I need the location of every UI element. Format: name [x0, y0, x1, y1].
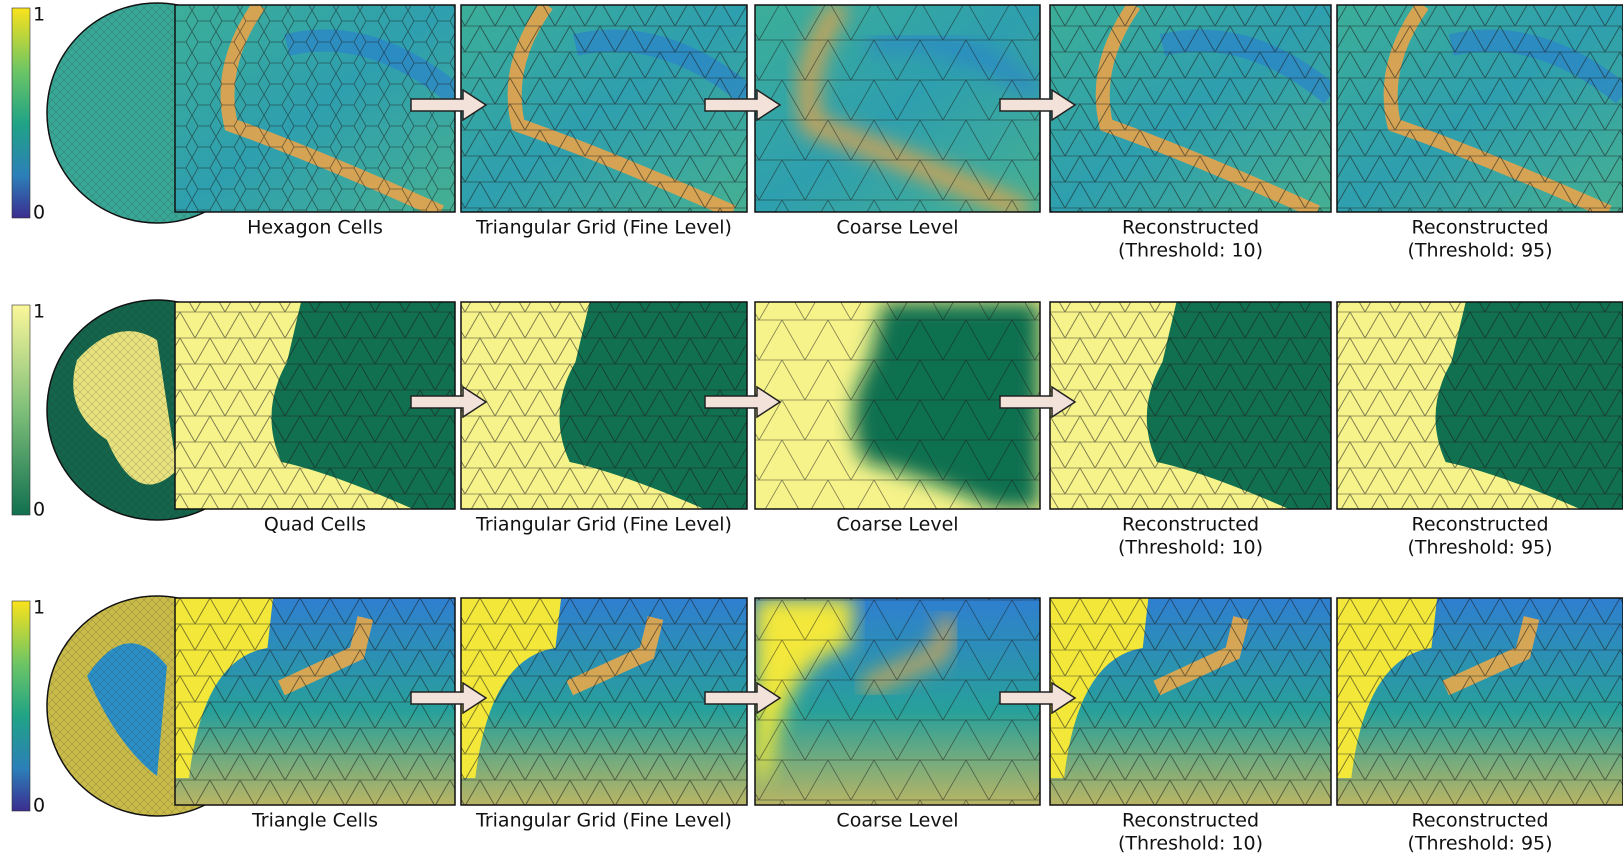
figure-row: 1 0 Triangle Cells Triangular Grid (Fine Le…	[12, 596, 1623, 855]
panel: Quad Cells	[175, 302, 455, 536]
panel-mesh	[755, 5, 1040, 212]
panel-image	[1050, 5, 1331, 212]
panel-image	[1050, 302, 1331, 509]
panel-caption: Reconstructed	[1122, 217, 1259, 239]
panel-caption: Triangular Grid (Fine Level)	[475, 810, 732, 832]
panel: Triangular Grid (Fine Level)	[461, 598, 747, 832]
colorbar-max-label: 1	[33, 301, 45, 323]
figure: 1 0 Hexagon Cells Triangular Grid (Fine Lev…	[0, 0, 1623, 866]
colorbar	[12, 305, 30, 515]
panel-mesh	[1050, 302, 1331, 509]
page: 1 0 Hexagon Cells Triangular Grid (Fine Lev…	[0, 0, 1623, 866]
panel-mesh	[1337, 302, 1623, 509]
panel-image	[1337, 598, 1623, 805]
panel-caption: Coarse Level	[836, 810, 958, 832]
panel-caption: Triangular Grid (Fine Level)	[475, 217, 732, 239]
panel-image	[461, 302, 747, 509]
panel-image	[755, 5, 1040, 212]
panel: Triangular Grid (Fine Level)	[461, 5, 747, 239]
figure-row: 1 0 Quad Cells Triangular Grid (Fine Level)…	[12, 300, 1623, 559]
panel-caption: (Threshold: 10)	[1118, 240, 1263, 262]
panel: Hexagon Cells	[175, 5, 455, 239]
panel: Triangle Cells	[175, 598, 455, 832]
panel-caption: (Threshold: 95)	[1407, 833, 1552, 855]
panel: Reconstructed(Threshold: 95)	[1337, 302, 1623, 559]
panel-image	[461, 598, 747, 805]
panel: Triangular Grid (Fine Level)	[461, 302, 747, 536]
colorbar-max-label: 1	[33, 597, 45, 619]
panel-caption: Reconstructed	[1412, 217, 1549, 239]
panel-mesh	[1337, 5, 1623, 212]
colorbar-min-label: 0	[33, 202, 45, 224]
panel-image	[1337, 302, 1623, 509]
panel-mesh	[461, 302, 747, 509]
panel: Reconstructed(Threshold: 10)	[1050, 598, 1331, 855]
panel: Coarse Level	[755, 598, 1040, 832]
colorbar-max-label: 1	[33, 4, 45, 26]
panel-caption: Coarse Level	[836, 514, 958, 536]
panel-caption: Triangle Cells	[251, 810, 378, 832]
panel-image	[461, 5, 747, 212]
panel-caption: (Threshold: 95)	[1407, 537, 1552, 559]
panel: Coarse Level	[755, 302, 1040, 536]
panel: Reconstructed(Threshold: 95)	[1337, 5, 1623, 262]
panel-caption: (Threshold: 10)	[1118, 833, 1263, 855]
figure-row: 1 0 Hexagon Cells Triangular Grid (Fine Lev…	[12, 3, 1623, 262]
panel-image	[755, 598, 1040, 805]
colorbar-min-label: 0	[33, 795, 45, 817]
panel-caption: (Threshold: 10)	[1118, 537, 1263, 559]
panel-image	[755, 302, 1040, 509]
panel-caption: Reconstructed	[1412, 810, 1549, 832]
panel: Reconstructed(Threshold: 10)	[1050, 5, 1331, 262]
panel-image	[1050, 598, 1331, 805]
panel-caption: Hexagon Cells	[247, 217, 383, 239]
panel-mesh	[461, 598, 747, 805]
panel-mesh	[1050, 598, 1331, 805]
panel-image	[1337, 5, 1623, 212]
panel-caption: Quad Cells	[264, 514, 366, 536]
panel: Reconstructed(Threshold: 95)	[1337, 598, 1623, 855]
panel-caption: Reconstructed	[1122, 514, 1259, 536]
panel-mesh	[461, 5, 747, 212]
panel-caption: Reconstructed	[1122, 810, 1259, 832]
panel-caption: Reconstructed	[1412, 514, 1549, 536]
panel: Coarse Level	[755, 5, 1040, 239]
panel-caption: (Threshold: 95)	[1407, 240, 1552, 262]
panel-mesh	[755, 598, 1040, 805]
panel-mesh	[1337, 598, 1623, 805]
panel-caption: Triangular Grid (Fine Level)	[475, 514, 732, 536]
panel-caption: Coarse Level	[836, 217, 958, 239]
colorbar-min-label: 0	[33, 499, 45, 521]
panel: Reconstructed(Threshold: 10)	[1050, 302, 1331, 559]
colorbar	[12, 601, 30, 811]
colorbar	[12, 8, 30, 218]
panel-mesh	[755, 302, 1040, 509]
panel-mesh	[1050, 5, 1331, 212]
